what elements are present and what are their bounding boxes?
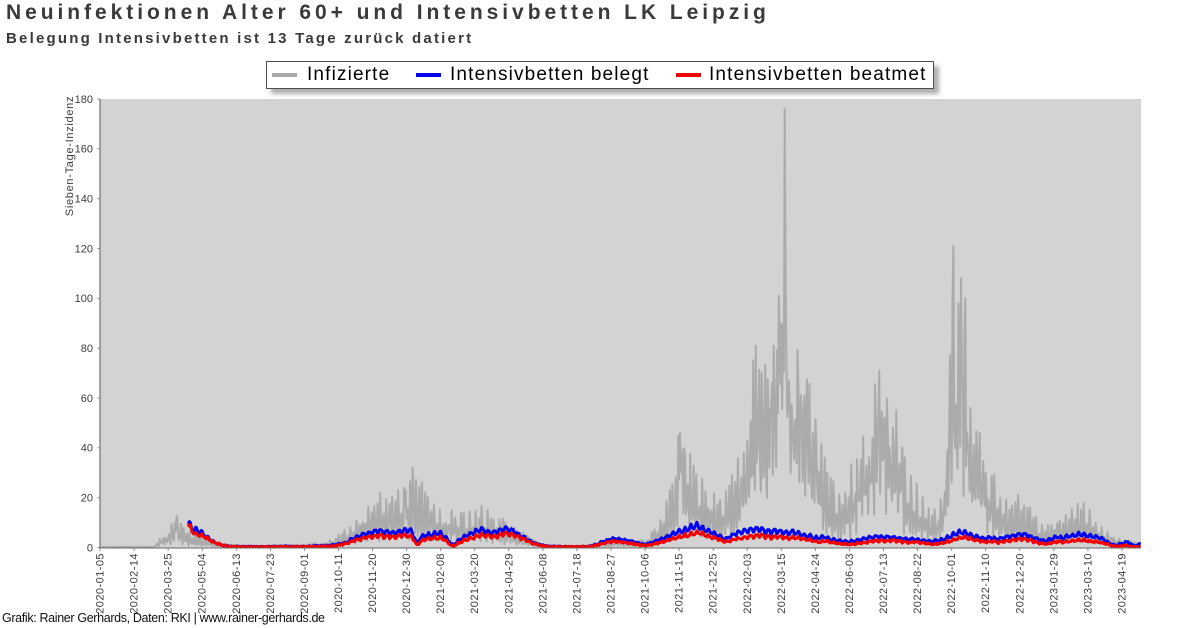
svg-text:2022-12-20: 2022-12-20 bbox=[1014, 553, 1026, 614]
svg-text:2021-03-20: 2021-03-20 bbox=[469, 553, 481, 614]
svg-text:2021-10-06: 2021-10-06 bbox=[640, 553, 652, 614]
svg-text:100: 100 bbox=[75, 293, 93, 305]
svg-text:0: 0 bbox=[87, 542, 93, 554]
svg-text:2021-08-27: 2021-08-27 bbox=[606, 553, 618, 614]
svg-text:2020-12-30: 2020-12-30 bbox=[401, 553, 413, 614]
svg-text:2021-11-15: 2021-11-15 bbox=[674, 553, 686, 613]
svg-text:2022-10-01: 2022-10-01 bbox=[946, 553, 958, 614]
svg-text:2020-05-04: 2020-05-04 bbox=[197, 553, 209, 614]
svg-text:80: 80 bbox=[81, 343, 93, 355]
svg-text:2023-01-29: 2023-01-29 bbox=[1048, 553, 1060, 614]
svg-text:2020-06-13: 2020-06-13 bbox=[231, 553, 243, 614]
svg-text:2022-08-22: 2022-08-22 bbox=[912, 553, 924, 614]
svg-text:120: 120 bbox=[75, 243, 93, 255]
svg-text:60: 60 bbox=[81, 393, 93, 405]
svg-text:2022-11-10: 2022-11-10 bbox=[980, 553, 992, 613]
svg-text:40: 40 bbox=[81, 443, 93, 455]
svg-text:160: 160 bbox=[75, 144, 93, 156]
svg-text:2020-02-14: 2020-02-14 bbox=[129, 553, 141, 614]
svg-text:2020-10-11: 2020-10-11 bbox=[333, 553, 345, 613]
svg-text:2020-07-23: 2020-07-23 bbox=[265, 553, 277, 614]
svg-text:2021-12-25: 2021-12-25 bbox=[708, 553, 720, 614]
svg-text:2021-06-08: 2021-06-08 bbox=[537, 553, 549, 614]
svg-text:2020-03-25: 2020-03-25 bbox=[163, 553, 175, 614]
svg-text:140: 140 bbox=[75, 194, 93, 206]
svg-text:Sieben-Tage-Inzidenz: Sieben-Tage-Inzidenz bbox=[64, 96, 76, 216]
svg-text:2021-02-08: 2021-02-08 bbox=[435, 553, 447, 614]
svg-text:2023-03-10: 2023-03-10 bbox=[1082, 553, 1094, 614]
svg-text:20: 20 bbox=[81, 493, 93, 505]
svg-text:2022-02-03: 2022-02-03 bbox=[742, 553, 754, 614]
svg-text:2020-11-20: 2020-11-20 bbox=[367, 553, 379, 613]
svg-text:2020-09-01: 2020-09-01 bbox=[299, 553, 311, 614]
svg-text:2022-03-15: 2022-03-15 bbox=[776, 553, 788, 614]
svg-text:2022-07-13: 2022-07-13 bbox=[878, 553, 890, 614]
svg-text:2023-04-19: 2023-04-19 bbox=[1117, 553, 1129, 614]
svg-text:2021-07-18: 2021-07-18 bbox=[571, 553, 583, 614]
svg-text:2022-04-24: 2022-04-24 bbox=[810, 553, 822, 614]
svg-text:180: 180 bbox=[75, 94, 93, 106]
svg-text:2022-06-03: 2022-06-03 bbox=[844, 553, 856, 614]
svg-text:2021-04-29: 2021-04-29 bbox=[503, 553, 515, 614]
svg-text:2020-01-05: 2020-01-05 bbox=[95, 553, 107, 614]
